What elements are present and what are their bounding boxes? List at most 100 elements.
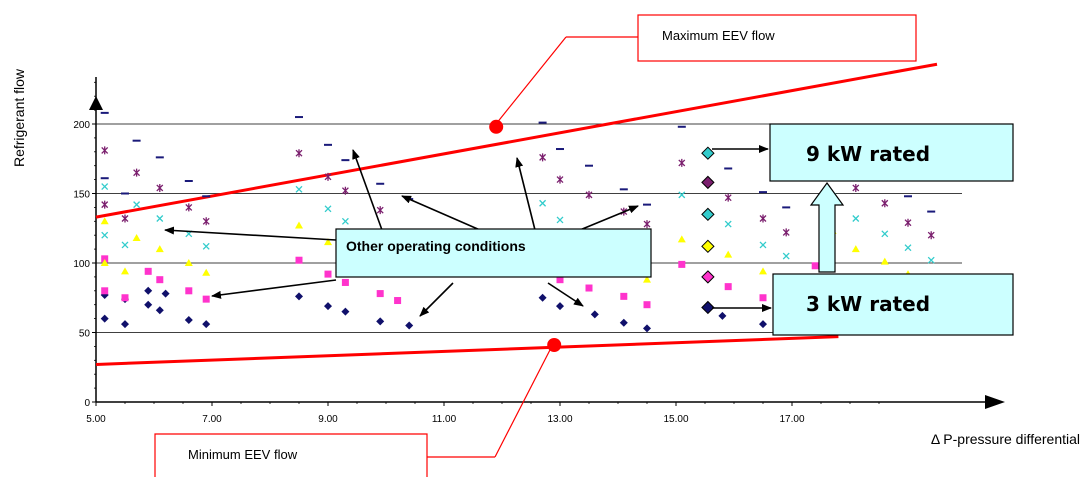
data-point-diamond bbox=[759, 320, 767, 329]
data-point-square bbox=[185, 287, 193, 295]
data-point-x bbox=[782, 252, 790, 260]
x-tick-label: 9.00 bbox=[318, 414, 338, 425]
data-point-diamond bbox=[202, 320, 211, 329]
min-eev-point bbox=[547, 338, 562, 353]
data-point-asterisk bbox=[539, 153, 547, 162]
max-callout-leader-a bbox=[495, 36, 567, 125]
data-point-diamond bbox=[341, 307, 350, 316]
data-point-square bbox=[121, 294, 129, 302]
arrow-other-6 bbox=[574, 205, 639, 233]
other-conditions-box bbox=[335, 228, 652, 278]
arrow-other-7 bbox=[419, 282, 454, 317]
data-point-triangle bbox=[100, 259, 109, 266]
data-point-triangle bbox=[155, 245, 164, 253]
data-point-x bbox=[539, 199, 547, 207]
y-axis-arrowhead bbox=[89, 96, 103, 110]
arrow-other-2 bbox=[211, 279, 337, 299]
data-point-square bbox=[341, 278, 349, 286]
data-point-asterisk bbox=[782, 228, 790, 237]
data-point-diamond bbox=[100, 314, 109, 323]
other-conditions-label: Other operating conditions bbox=[346, 238, 526, 254]
data-point-square bbox=[811, 262, 819, 270]
data-point-square bbox=[724, 283, 732, 291]
data-point-x bbox=[759, 241, 767, 249]
min-callout-leader-a bbox=[494, 345, 553, 458]
highlight-point bbox=[701, 300, 715, 315]
data-point-square bbox=[620, 292, 628, 300]
min-callout-label: Minimum EEV flow bbox=[188, 447, 298, 462]
tick-labels: 0 50 100 150 200 5.00 7.00 9.00 11.00 13.00 15.00 1… bbox=[73, 81, 880, 425]
data-point-diamond bbox=[324, 302, 332, 311]
data-point-x bbox=[724, 220, 732, 228]
data-point-asterisk bbox=[121, 214, 129, 223]
highlight-point bbox=[701, 175, 715, 190]
data-point-x bbox=[678, 191, 686, 199]
x-tick-label: 5.00 bbox=[86, 414, 106, 425]
highlight-point bbox=[701, 270, 715, 284]
x-tick-label: 15.00 bbox=[663, 414, 688, 425]
data-point-square bbox=[101, 287, 109, 295]
data-point-square bbox=[585, 284, 593, 292]
data-point-diamond bbox=[144, 286, 153, 295]
data-point-square bbox=[295, 256, 303, 264]
data-point-asterisk bbox=[133, 168, 141, 177]
data-point-square bbox=[324, 270, 332, 278]
data-point-x bbox=[133, 201, 141, 209]
data-point-triangle bbox=[184, 259, 193, 266]
data-point-square bbox=[202, 295, 210, 303]
y-tick-label: 150 bbox=[73, 190, 90, 201]
data-point-asterisk bbox=[881, 199, 889, 208]
data-point-triangle bbox=[295, 221, 303, 229]
data-point-square bbox=[376, 290, 384, 298]
data-point-asterisk bbox=[927, 231, 935, 240]
y-tick-label: 0 bbox=[84, 398, 90, 409]
data-point-diamond bbox=[376, 317, 385, 326]
data-point-x bbox=[101, 231, 109, 239]
data-point-square bbox=[759, 294, 767, 302]
data-point-square bbox=[394, 297, 402, 305]
data-point-diamond bbox=[718, 311, 727, 320]
data-point-triangle bbox=[759, 267, 767, 275]
x-tick-label: 13.00 bbox=[547, 414, 572, 425]
data-point-x bbox=[156, 215, 164, 222]
data-point-triangle bbox=[851, 245, 860, 253]
data-point-asterisk bbox=[904, 218, 912, 227]
data-point-triangle bbox=[880, 257, 889, 265]
other-conditions-arrows bbox=[164, 149, 639, 317]
data-point-square bbox=[643, 301, 651, 309]
y-tick-label: 50 bbox=[79, 329, 91, 340]
data-point-triangle bbox=[132, 233, 141, 241]
arrow-other-3 bbox=[352, 149, 383, 231]
data-point-asterisk bbox=[643, 220, 651, 229]
max-eev-flow-line bbox=[95, 62, 938, 219]
y-tick-label: 100 bbox=[73, 259, 90, 270]
highlight-point bbox=[701, 207, 715, 222]
y-axis-title: Refrigerant flow bbox=[11, 68, 27, 167]
data-point-x bbox=[341, 217, 349, 225]
data-point-x bbox=[556, 216, 564, 224]
data-point-diamond bbox=[155, 306, 164, 315]
data-point-diamond bbox=[538, 293, 547, 302]
data-point-asterisk bbox=[101, 200, 109, 209]
rated-3kw-box bbox=[772, 273, 1014, 336]
data-point-square bbox=[101, 255, 109, 263]
max-eev-point bbox=[489, 119, 504, 134]
data-point-square bbox=[556, 276, 564, 284]
data-point-square bbox=[678, 260, 686, 268]
rated-up-arrow bbox=[809, 181, 845, 273]
x-tick-label: 11.00 bbox=[432, 414, 457, 425]
max-callout-label: Maximum EEV flow bbox=[662, 28, 775, 43]
data-point-diamond bbox=[643, 324, 651, 333]
data-point-x bbox=[324, 205, 332, 213]
rated-9kw-label: 9 kW rated bbox=[806, 142, 930, 166]
data-point-asterisk bbox=[101, 146, 109, 155]
data-point-triangle bbox=[724, 250, 733, 258]
data-point-x bbox=[927, 256, 935, 264]
min-callout-box bbox=[154, 433, 428, 477]
data-point-triangle bbox=[100, 217, 109, 225]
data-point-triangle bbox=[202, 268, 211, 276]
data-point-x bbox=[121, 241, 129, 249]
data-point-diamond bbox=[556, 302, 564, 311]
max-callout-box bbox=[637, 14, 917, 62]
